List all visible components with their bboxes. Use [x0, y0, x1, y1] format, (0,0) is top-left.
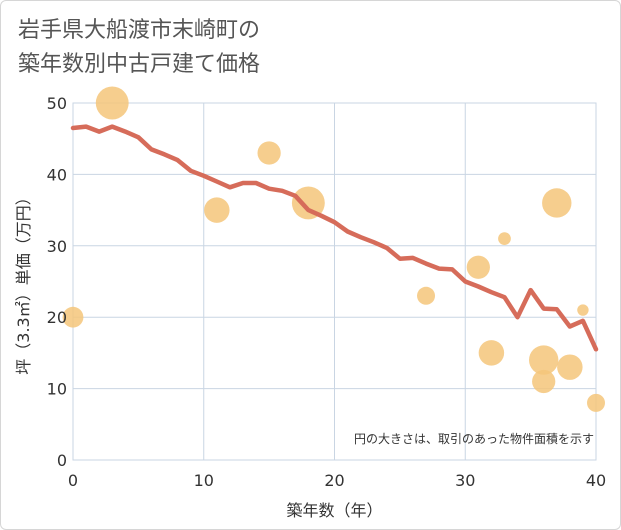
bubble-point-11: [542, 188, 572, 218]
bubble-layer: [62, 86, 606, 412]
bubble-size-note: 円の大きさは、取引のあった物件面積を示す: [354, 431, 594, 446]
y-tick-label-2: 20: [47, 308, 67, 327]
bubble-point-10: [532, 369, 556, 394]
tick-label-layer: 0 10 20 30 40 0 10 20 30 40 50: [47, 94, 607, 490]
x-tick-label-0: 0: [68, 471, 78, 490]
x-tick-label-2: 20: [324, 471, 344, 490]
bubble-point-3: [257, 141, 281, 165]
grid-layer: [72, 102, 597, 461]
x-tick-label-1: 10: [194, 471, 214, 490]
x-tick-label-3: 30: [455, 471, 475, 490]
bubble-point-2: [204, 197, 230, 223]
y-axis-title: 坪（3.3㎡）単価（万円）: [14, 189, 33, 374]
bubble-point-5: [417, 286, 436, 305]
y-tick-label-1: 10: [47, 380, 67, 399]
chart-title: 岩手県大船渡市末崎町の 築年数別中古戸建て価格: [18, 14, 260, 82]
bubble-point-7: [478, 340, 505, 366]
y-tick-label-4: 40: [47, 165, 67, 184]
bubble-point-0: [62, 306, 84, 328]
bubble-point-12: [557, 354, 583, 380]
y-tick-label-3: 30: [47, 237, 67, 256]
y-tick-label-5: 50: [47, 94, 67, 113]
bubble-point-13: [577, 304, 589, 316]
chart-title-line-2: 築年数別中古戸建て価格: [18, 52, 261, 77]
bubble-point-14: [586, 393, 606, 412]
bubble-point-6: [466, 255, 490, 279]
x-axis-title: 築年数（年）: [286, 501, 382, 520]
bubble-point-9: [528, 345, 559, 375]
bubble-point-8: [498, 232, 511, 246]
x-tick-label-4: 40: [586, 471, 606, 490]
bubble-point-1: [95, 86, 129, 120]
chart-title-line-1: 岩手県大船渡市末崎町の: [18, 18, 261, 43]
plot-frame: [72, 102, 597, 461]
average-price-line: [70, 124, 599, 352]
y-tick-label-0: 0: [57, 451, 67, 470]
bubble-point-4: [291, 186, 325, 220]
